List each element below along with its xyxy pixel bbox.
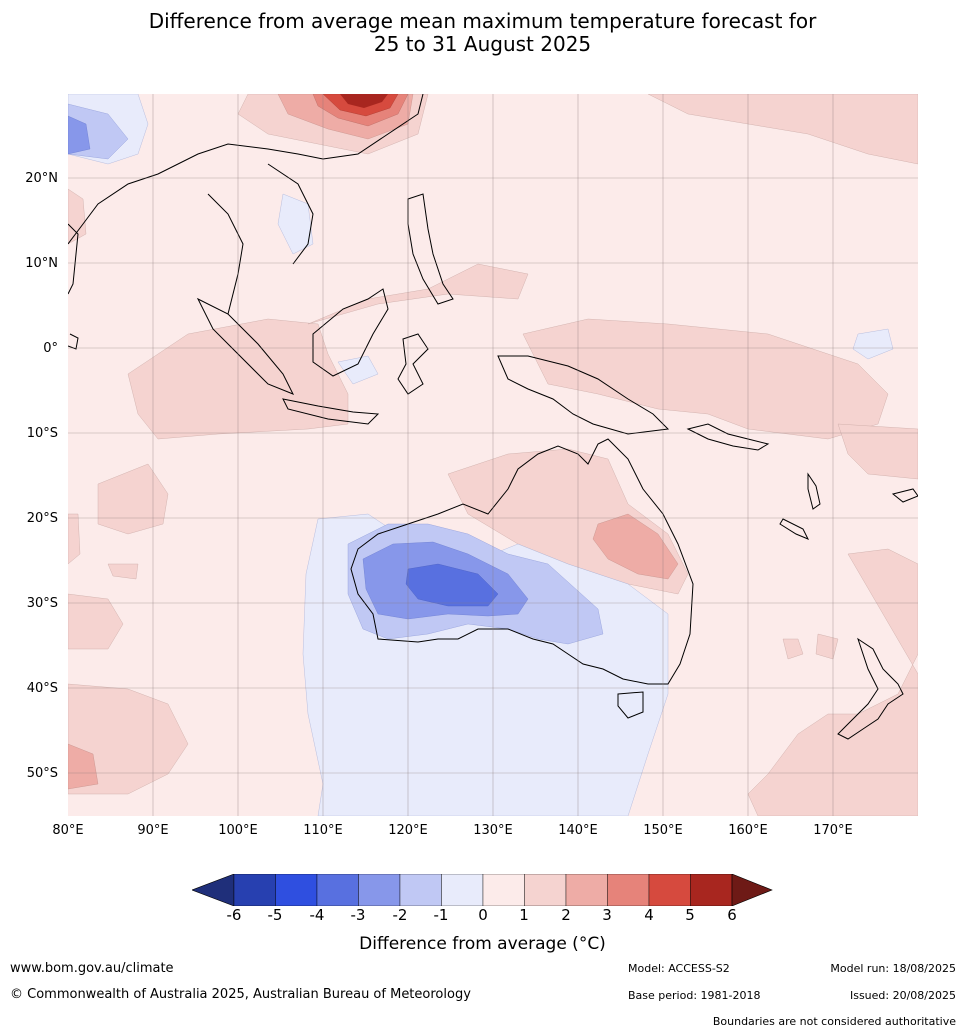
solomon-islands-outline: [686, 423, 770, 451]
legend-color-cell: [233, 874, 276, 906]
legend-tick: -4: [309, 906, 325, 924]
lat-label-10s: 10°S: [26, 426, 58, 441]
australia-outline: [350, 438, 694, 685]
legend-tick: -2: [392, 906, 408, 924]
lat-label-equator: 0°: [43, 341, 58, 356]
india-outline: [68, 223, 79, 295]
legend-tick: -1: [433, 906, 449, 924]
map-svg: [68, 94, 918, 816]
legend-color-cell: [399, 874, 442, 906]
model-name: Model: ACCESS-S2: [628, 962, 730, 975]
new-guinea-outline: [497, 355, 670, 435]
legend-color-cell: [358, 874, 401, 906]
legend-extend-low: [192, 874, 235, 906]
forecast-map: [68, 94, 918, 816]
philippines-outline: [407, 193, 454, 305]
legend-color-cell: [441, 874, 484, 906]
legend-tick: -3: [350, 906, 366, 924]
legend-color-cell: [607, 874, 650, 906]
title-line-2: 25 to 31 August 2025: [373, 32, 592, 56]
legend-color-cell: [316, 874, 359, 906]
anomaly-5-6-areas: [340, 94, 388, 108]
legend-color-cell: [690, 874, 733, 906]
legend-tick: -5: [267, 906, 283, 924]
issued-date: Issued: 20/08/2025: [849, 989, 956, 1002]
legend-color-cell: [524, 874, 567, 906]
website-link[interactable]: www.bom.gov.au/climate: [10, 961, 174, 976]
lat-label-10n: 10°N: [25, 256, 58, 271]
legend-colorbar: [192, 874, 773, 906]
new-caledonia-outline: [779, 518, 810, 540]
base-period: Base period: 1981-2018: [628, 989, 761, 1002]
copyright-text: © Commonwealth of Australia 2025, Austra…: [10, 987, 471, 1002]
mainland-asia-outline: [68, 94, 424, 315]
java-outline: [282, 398, 380, 425]
lon-label-130e: 130°E: [473, 823, 513, 838]
legend-tick: 3: [602, 906, 612, 924]
sulawesi-outline: [397, 333, 429, 395]
lat-label-40s: 40°S: [26, 681, 58, 696]
legend-tick: 4: [644, 906, 654, 924]
anomaly-neg4-neg3-areas: [405, 563, 499, 607]
legend-tick: -6: [226, 906, 242, 924]
gridlines: [68, 94, 918, 816]
legend-tick: 5: [685, 906, 695, 924]
vanuatu-outline: [807, 472, 821, 510]
legend-color-cell: [565, 874, 608, 906]
legend-label: Difference from average (°C): [0, 934, 965, 954]
model-run-date: Model run: 18/08/2025: [830, 962, 956, 975]
legend-color-cell: [482, 874, 525, 906]
lat-label-20n: 20°N: [25, 171, 58, 186]
lon-label-110e: 110°E: [303, 823, 343, 838]
legend-label-text: Difference from average (: [359, 934, 579, 954]
fiji-outline: [891, 488, 918, 503]
legend-extend-high: [731, 874, 773, 906]
lat-label-50s: 50°S: [26, 766, 58, 781]
lon-label-90e: 90°E: [137, 823, 169, 838]
sri-lanka-outline: [68, 333, 79, 350]
boundaries-disclaimer: Boundaries are not considered authoritat…: [712, 1015, 956, 1028]
legend-tick: 6: [727, 906, 737, 924]
lon-label-150e: 150°E: [643, 823, 683, 838]
title-line-1: Difference from average mean maximum tem…: [148, 9, 817, 33]
legend-color-cell: [275, 874, 318, 906]
lon-label-140e: 140°E: [558, 823, 598, 838]
tasmania-outline: [617, 691, 644, 719]
legend-label-unit: °C): [578, 934, 606, 954]
lon-label-120e: 120°E: [388, 823, 428, 838]
legend-tick: 0: [478, 906, 488, 924]
lon-label-160e: 160°E: [728, 823, 768, 838]
legend-tick: 2: [561, 906, 571, 924]
new-zealand-outline: [837, 637, 904, 740]
legend-tick: 1: [519, 906, 529, 924]
lon-label-80e: 80°E: [52, 823, 84, 838]
lat-label-30s: 30°S: [26, 596, 58, 611]
lat-label-20s: 20°S: [26, 511, 58, 526]
lon-label-100e: 100°E: [218, 823, 258, 838]
legend-color-cell: [648, 874, 691, 906]
map-title: Difference from average mean maximum tem…: [0, 10, 965, 56]
lon-label-170e: 170°E: [813, 823, 853, 838]
